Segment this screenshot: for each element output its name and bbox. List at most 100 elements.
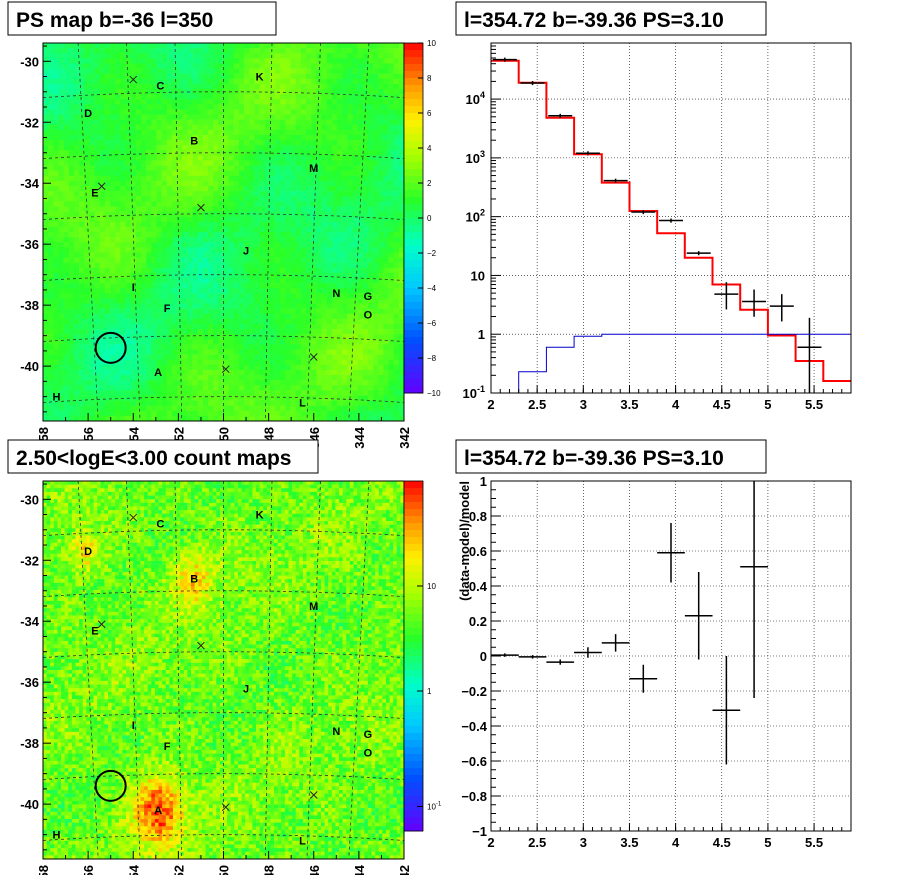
residual-title-box [455, 439, 767, 474]
y-tick-label: 0.2 [469, 614, 487, 629]
source-label-I: I [132, 282, 135, 294]
x-tick-label: 3 [580, 835, 587, 850]
source-cross-marker [221, 365, 230, 374]
y-tick-label: -40 [20, 359, 39, 374]
source-label-E: E [91, 625, 98, 637]
x-tick-label: 358 [36, 865, 51, 875]
y-tick-label: -34 [20, 614, 40, 629]
y-tick-label: -38 [20, 298, 39, 313]
y-tick-label: -36 [20, 237, 39, 252]
colorbar-tick-label: −8 [427, 354, 437, 363]
source-label-N: N [332, 726, 340, 738]
parallel-line [42, 91, 405, 98]
x-tick-label: 350 [217, 865, 232, 875]
spectrum-title: l=354.72 b=-39.36 PS=3.10 [464, 9, 724, 32]
source-label-B: B [190, 136, 198, 148]
source-label-O: O [364, 747, 373, 759]
source-label-F: F [164, 741, 171, 753]
y-tick-label: 0.8 [469, 509, 487, 524]
y-tick-label: 102 [466, 208, 485, 225]
map0-gridlines [42, 42, 405, 422]
y-tick-label: -32 [20, 115, 39, 130]
y-tick-label: -38 [20, 736, 39, 751]
source-label-K: K [256, 510, 264, 522]
map-title-bottom-box [7, 439, 319, 474]
colorbar-tick-label: −6 [427, 319, 437, 328]
source-label-G: G [364, 291, 373, 303]
x-tick-label: 2.5 [528, 397, 546, 412]
parallel-line [42, 335, 405, 342]
source-cross-marker [221, 803, 230, 812]
x-tick-label: 2 [487, 397, 494, 412]
source-label-H: H [53, 392, 61, 404]
colorbar-tick-label: 1 [427, 687, 432, 696]
y-tick-label: -36 [20, 675, 39, 690]
source-cross-marker [197, 203, 205, 212]
x-tick-label: 4.5 [713, 835, 731, 850]
map-title-top: PS map b=-36 l=350 [16, 9, 213, 32]
source-cross-marker [309, 353, 318, 361]
roi-circle [94, 769, 127, 802]
x-tick-label: 3.5 [620, 397, 638, 412]
x-tick-label: 5.5 [805, 835, 823, 850]
source-label-J: J [243, 683, 249, 695]
colorbar-tick-label: −10 [427, 389, 441, 398]
background-histogram [518, 333, 851, 393]
source-cross-marker [129, 513, 138, 522]
source-label-A: A [154, 805, 162, 817]
x-tick-label: 342 [397, 427, 412, 449]
y-tick-label: 1 [480, 474, 487, 489]
spectrum-grid [491, 43, 851, 393]
colorbar-tick-label: 10-1 [427, 802, 442, 812]
x-tick-label: 344 [352, 426, 367, 448]
y-tick-label: -34 [20, 176, 40, 191]
y-tick-label: 10-1 [463, 384, 485, 401]
source-cross-marker [197, 641, 205, 650]
source-label-J: J [243, 245, 249, 257]
x-tick-label: 5 [764, 397, 771, 412]
map-title-bottom: 2.50<logE<3.00 count maps [16, 447, 291, 470]
y-tick-label: −1 [472, 824, 487, 839]
y-axis-label: (data-model)/model [457, 481, 472, 601]
y-tick-label: −0.4 [461, 719, 487, 734]
model-histogram [491, 59, 851, 382]
x-tick-label: 4 [672, 835, 680, 850]
source-label-C: C [156, 519, 164, 531]
y-tick-label: 0.4 [469, 579, 488, 594]
y-tick-label: 0 [480, 649, 487, 664]
map2-heatmap-cells [43, 481, 405, 860]
x-tick-label: 348 [262, 865, 277, 875]
source-label-L: L [299, 398, 306, 410]
parallel-line [42, 712, 405, 719]
map-title-top-box [7, 1, 277, 36]
source-cross-marker [97, 182, 106, 191]
source-label-M: M [309, 601, 318, 613]
roi-circle [94, 331, 127, 364]
x-tick-label: 5 [764, 835, 771, 850]
map2-gridlines [42, 480, 405, 860]
x-tick-label: 354 [126, 864, 141, 875]
y-tick-label: 103 [466, 149, 485, 166]
colorbar-tick-label: 4 [427, 144, 432, 153]
x-tick-label: 4.5 [713, 397, 731, 412]
x-tick-label: 5.5 [805, 397, 823, 412]
parallel-line [42, 834, 405, 841]
source-label-B: B [190, 574, 198, 586]
x-tick-label: 2 [487, 835, 494, 850]
source-cross-marker [309, 791, 318, 799]
y-tick-label: 10 [471, 268, 485, 283]
x-tick-label: 3.5 [620, 835, 638, 850]
source-label-A: A [154, 367, 162, 379]
y-tick-label: −0.6 [461, 754, 487, 769]
map0-heatmap-cells [43, 43, 405, 422]
spectrum-frame [490, 42, 852, 394]
y-tick-label: −0.8 [461, 789, 487, 804]
x-tick-label: 352 [171, 865, 186, 875]
parallel-line [42, 152, 405, 159]
parallel-line [42, 651, 405, 658]
y-tick-label: 0.6 [469, 544, 487, 559]
parallel-line [42, 213, 405, 220]
y-tick-label: −0.2 [461, 684, 487, 699]
parallel-line [42, 529, 405, 536]
